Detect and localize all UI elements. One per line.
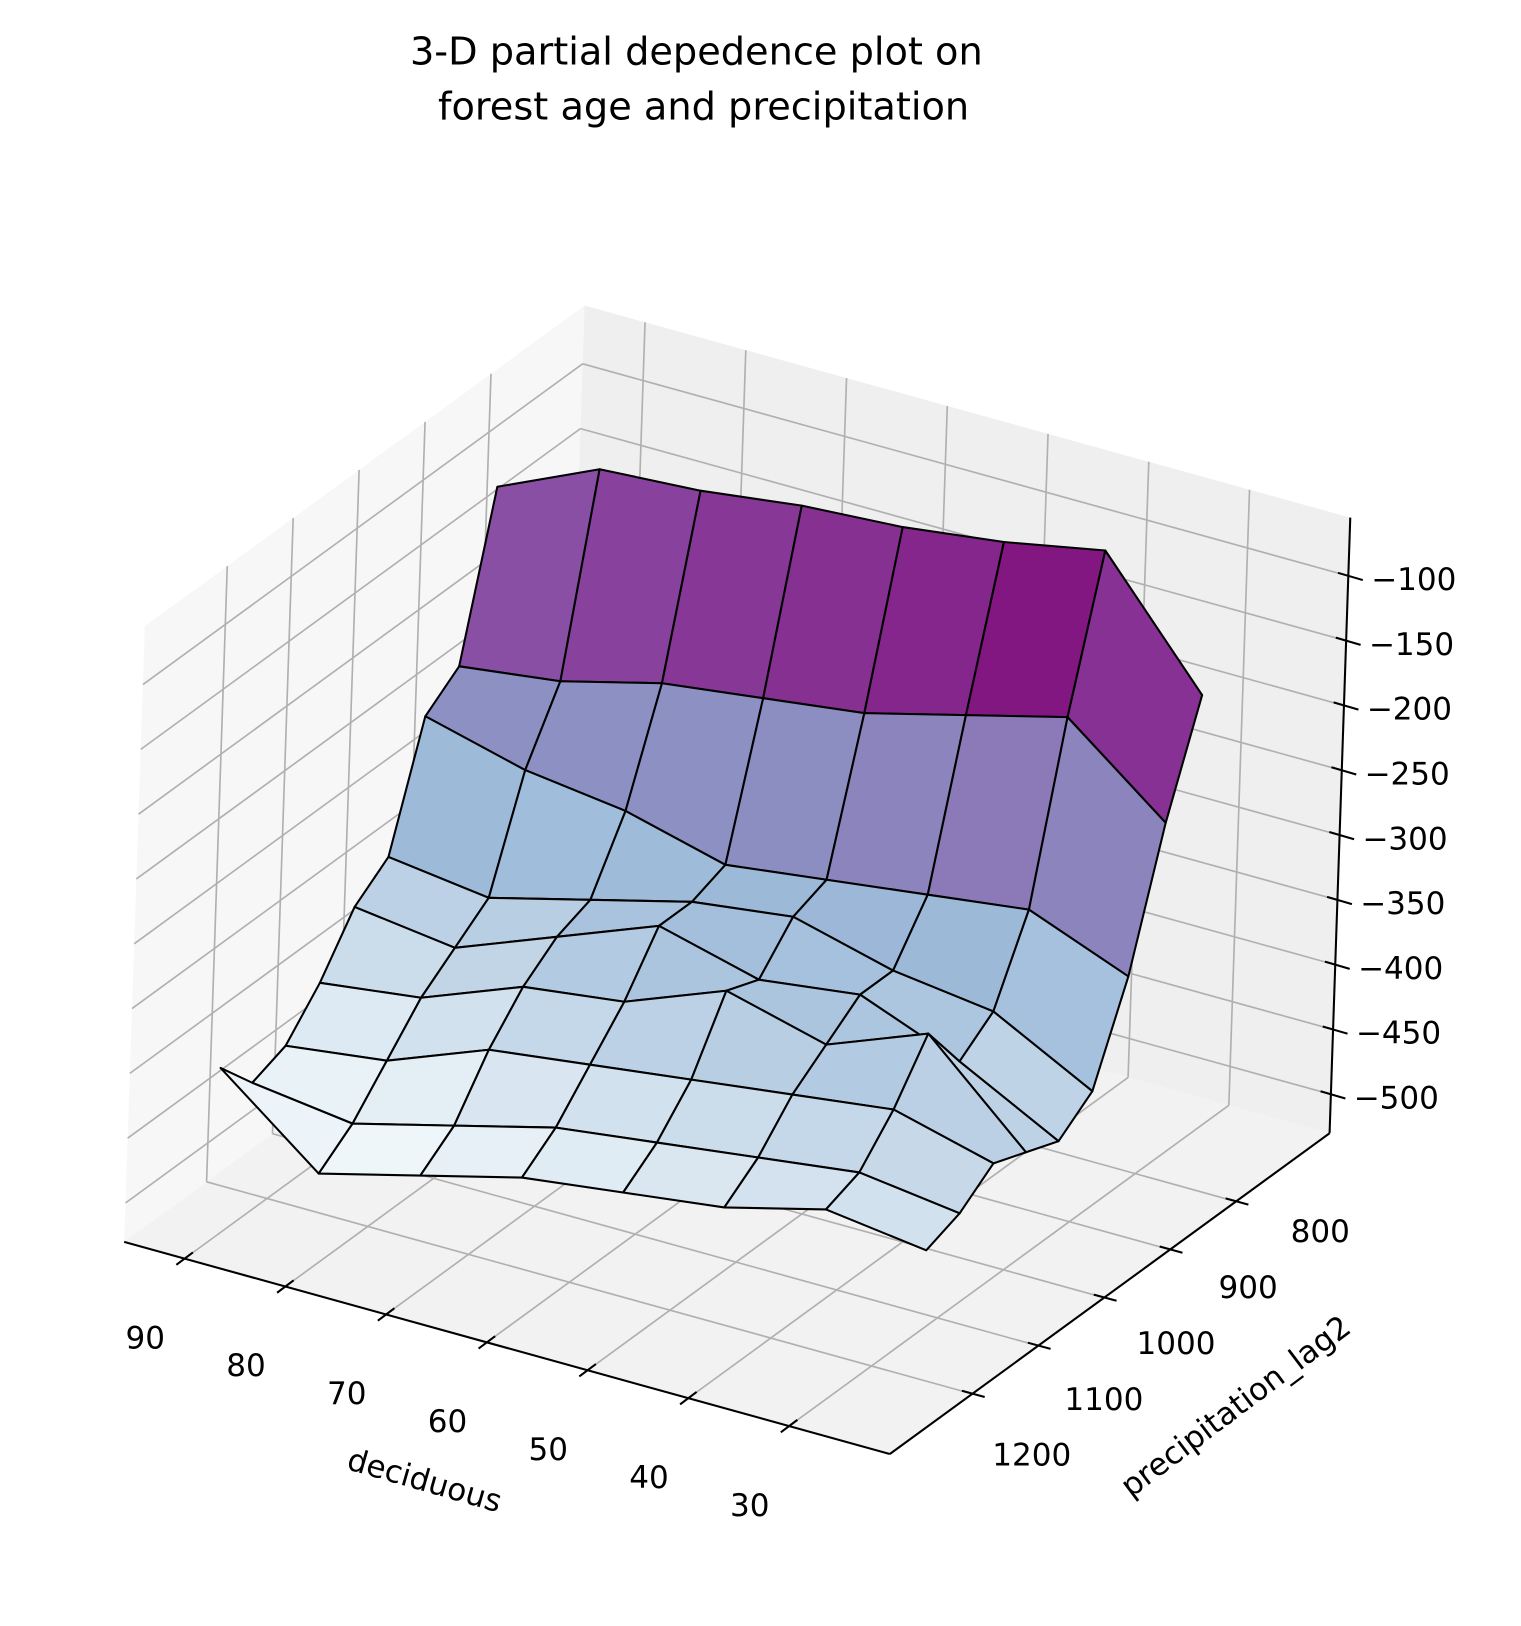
x-tick-label: 60 <box>428 1404 468 1440</box>
z-tick-label: −300 <box>1362 821 1447 857</box>
left-pane <box>124 305 585 1242</box>
z-tick <box>1331 766 1357 776</box>
z-tick-label: −250 <box>1365 757 1450 793</box>
grid-line <box>582 363 1349 577</box>
chart-title: forest age and precipitation <box>438 84 969 129</box>
z-tick <box>1320 1090 1346 1100</box>
x-tick <box>175 1251 194 1266</box>
x-tick <box>276 1279 295 1294</box>
x-tick <box>679 1391 698 1406</box>
z-tick <box>1328 831 1355 841</box>
axis-line <box>1328 517 1352 1134</box>
y-tick <box>1027 1341 1051 1350</box>
z-tick <box>1335 636 1361 646</box>
x-tick <box>780 1419 798 1434</box>
z-tick <box>1333 701 1359 711</box>
grid-line <box>271 518 295 1134</box>
x-tick-label: 40 <box>629 1460 669 1496</box>
grid-line <box>1228 489 1251 1106</box>
z-tick <box>1326 895 1353 906</box>
x-tick-label: 50 <box>529 1432 569 1468</box>
y-tick <box>1225 1197 1249 1206</box>
z-tick <box>1322 1025 1348 1035</box>
surface-patch <box>824 1171 961 1252</box>
grid-line <box>205 566 229 1182</box>
y-tick-label: 800 <box>1291 1214 1350 1250</box>
grid-line <box>580 427 1347 642</box>
z-tick-label: −150 <box>1369 627 1454 663</box>
y-tick-label: 1000 <box>1137 1326 1216 1362</box>
grid-line <box>140 427 581 751</box>
x-tick <box>578 1363 597 1378</box>
z-tick-label: −350 <box>1360 886 1445 922</box>
x-tick-label: 30 <box>730 1488 770 1524</box>
y-tick <box>1159 1245 1183 1254</box>
x-tick-label: 90 <box>126 1320 166 1356</box>
z-tick-label: −100 <box>1371 562 1456 598</box>
z-tick-label: −200 <box>1367 692 1452 728</box>
y-tick <box>1093 1293 1117 1302</box>
axis-line <box>889 1132 1331 1455</box>
grid-line <box>788 1104 1230 1427</box>
x-axis-label: deciduous <box>343 1442 505 1520</box>
x-tick-label: 70 <box>327 1376 367 1412</box>
x-tick <box>477 1335 496 1350</box>
z-tick-label: −500 <box>1354 1081 1439 1117</box>
z-tick <box>1324 960 1351 970</box>
y-tick-label: 1100 <box>1064 1382 1143 1418</box>
axis-line <box>123 1240 891 1455</box>
y-tick-label: 1200 <box>992 1438 1071 1474</box>
x-tick <box>377 1307 396 1322</box>
x-tick-label: 80 <box>226 1348 266 1384</box>
z-tick-label: −450 <box>1356 1016 1441 1052</box>
y-tick <box>961 1389 985 1398</box>
grid-line <box>142 363 584 686</box>
y-tick-label: 900 <box>1219 1270 1278 1306</box>
grid-line <box>206 1180 973 1395</box>
chart-title: 3-D partial depedence plot on <box>410 30 983 75</box>
z-tick <box>1337 571 1364 582</box>
z-tick-label: −400 <box>1358 951 1443 987</box>
